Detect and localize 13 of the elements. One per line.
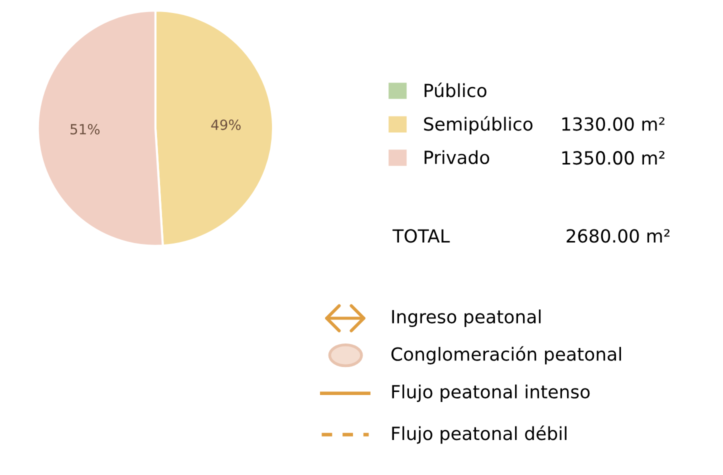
text: Flujo peatonal débil bbox=[392, 426, 566, 444]
text: Conglomeración peatonal bbox=[391, 346, 621, 364]
text: TOTAL bbox=[392, 229, 450, 243]
legend-label: Semipúblico bbox=[424, 116, 532, 134]
legend-label: Público bbox=[424, 82, 486, 98]
text: 1330.00 m² bbox=[562, 117, 664, 131]
legend-label: Privado bbox=[424, 150, 490, 164]
text: 1350.00 m² bbox=[562, 151, 664, 165]
text: Flujo peatonal intenso bbox=[392, 384, 590, 402]
data-label: 49% bbox=[211, 120, 241, 130]
data-label: 51% bbox=[70, 124, 100, 134]
text: 2680.00 m² bbox=[566, 229, 670, 243]
text: Ingreso peatonal bbox=[392, 310, 541, 327]
